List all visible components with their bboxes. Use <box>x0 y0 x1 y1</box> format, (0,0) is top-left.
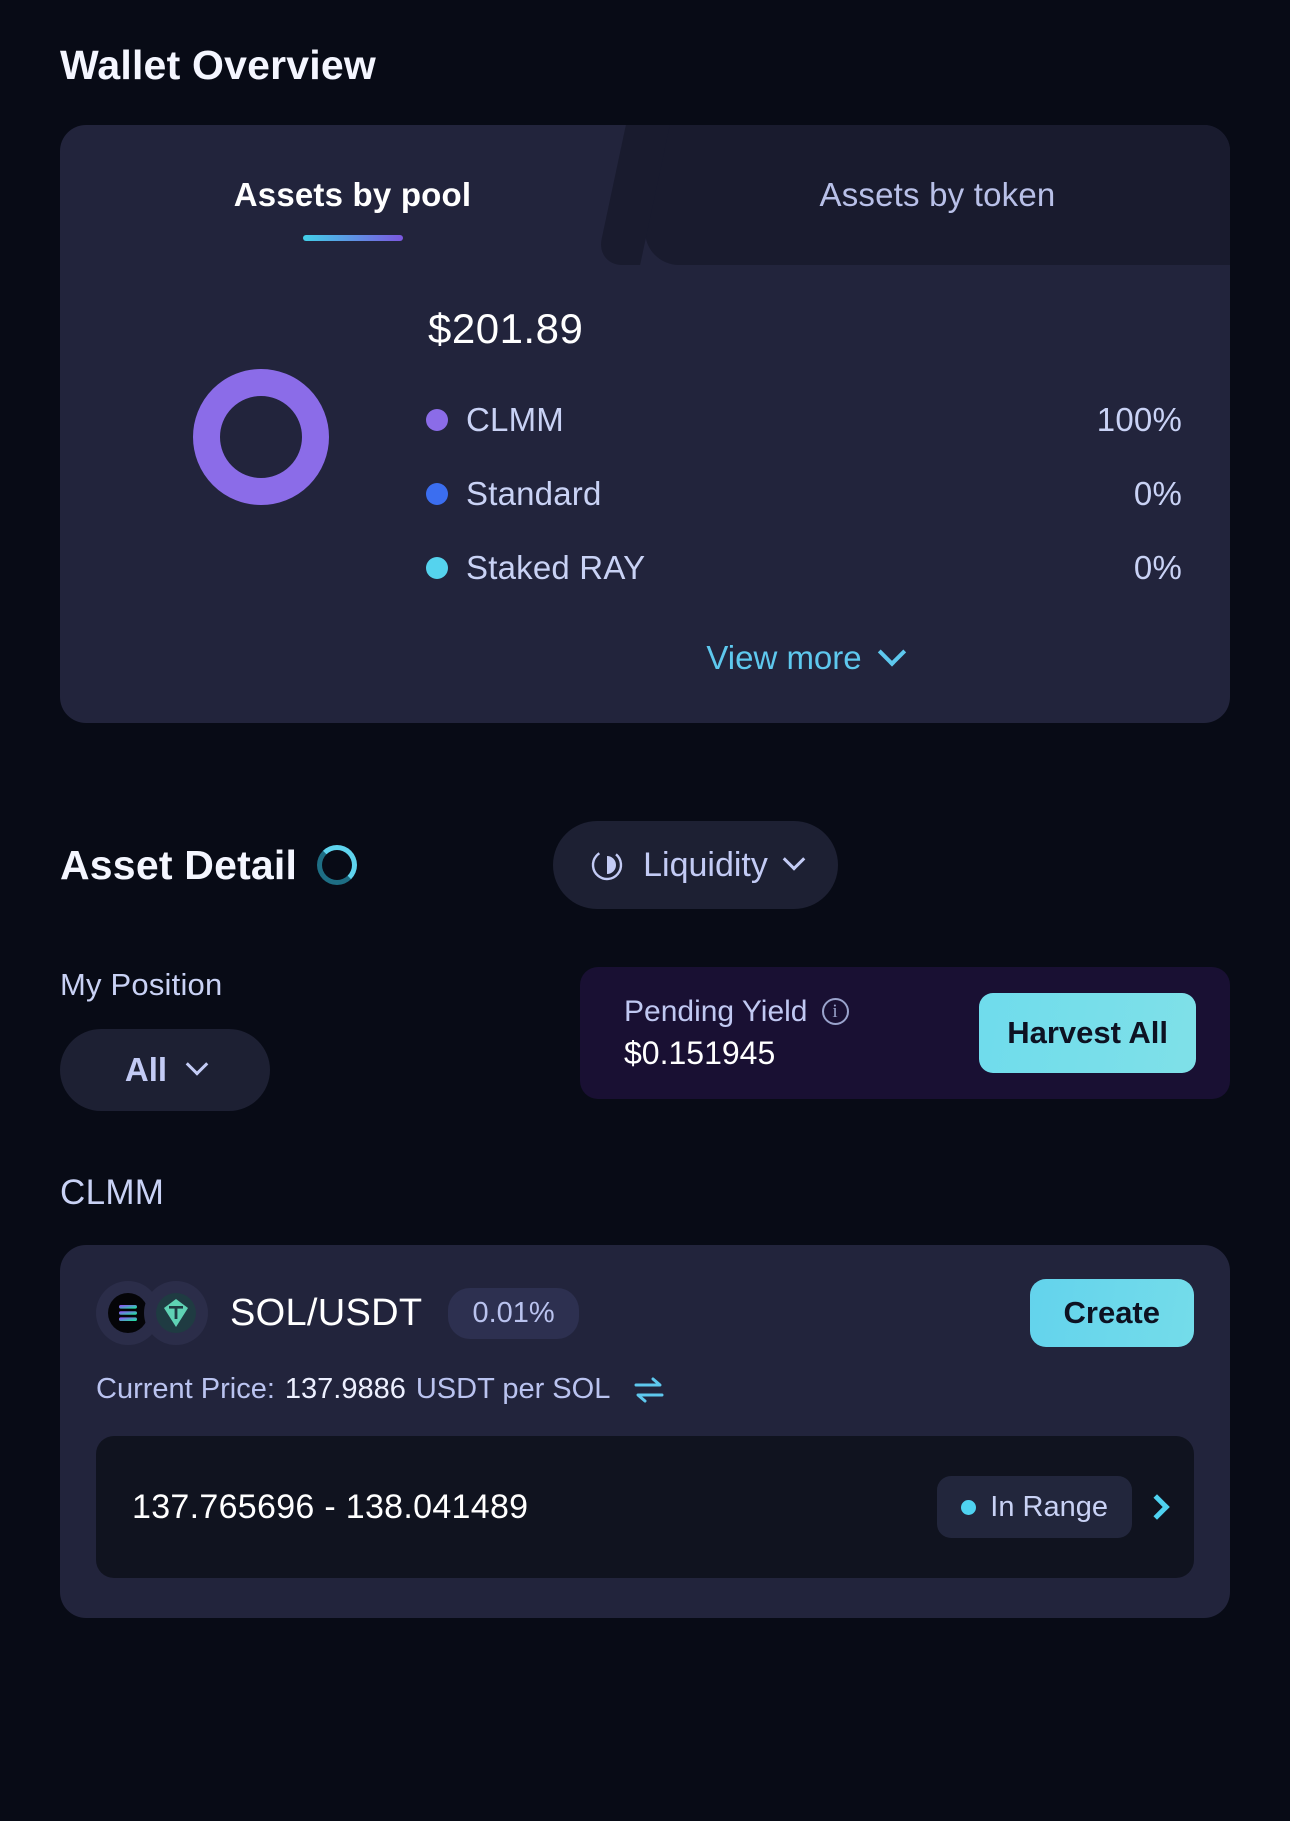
current-price-suffix: USDT per SOL <box>415 1373 611 1405</box>
status-dot-icon <box>961 1499 977 1515</box>
create-position-button[interactable]: Create <box>1029 1279 1194 1347</box>
view-more-button[interactable]: View more <box>426 638 1182 677</box>
tab-assets-by-pool-label: Assets by pool <box>233 176 472 213</box>
chevron-right-icon[interactable] <box>1144 1494 1170 1520</box>
tab-assets-by-token-label: Assets by token <box>819 176 1056 213</box>
chevron-down-icon <box>782 848 806 871</box>
asset-detail-header: Asset Detail Liquidity <box>60 821 1230 909</box>
legend-row-clmm: CLMM 100% <box>426 383 1182 457</box>
legend-label-staked-ray: Staked RAY <box>466 549 646 586</box>
usdt-token-icon <box>144 1281 208 1345</box>
chevron-down-icon <box>185 1053 209 1076</box>
pending-yield-label-row: Pending Yield i <box>624 995 979 1029</box>
total-value: $201.89 <box>428 305 584 352</box>
section-label-clmm: CLMM <box>60 1173 165 1212</box>
liquidity-filter-dropdown[interactable]: Liquidity <box>553 821 838 909</box>
asset-detail-title: Asset Detail <box>60 841 298 888</box>
status-badge-label: In Range <box>990 1490 1108 1523</box>
donut-chart <box>96 305 426 505</box>
chevron-down-icon <box>877 638 906 667</box>
overview-stats: $201.89 CLMM 100% Standard 0% Staked RAY… <box>426 305 1194 677</box>
pending-yield-value: $0.151945 <box>624 1034 776 1071</box>
current-price-prefix: Current Price: <box>96 1373 275 1405</box>
overview-tabs: Assets by pool Assets by token <box>60 125 1230 265</box>
position-range-text: 137.765696 - 138.041489 <box>132 1487 529 1526</box>
pending-yield-label: Pending Yield <box>624 994 808 1028</box>
liquidity-filter-label: Liquidity <box>643 845 768 884</box>
harvest-all-button[interactable]: Harvest All <box>979 993 1196 1073</box>
loading-spinner-icon <box>317 845 358 885</box>
legend-label-standard: Standard <box>466 475 602 512</box>
legend-dot-staked-ray <box>426 557 448 579</box>
position-row: My Position All Pending Yield i $0.15194… <box>60 967 1230 1111</box>
pool-fee-badge: 0.01% <box>448 1287 579 1339</box>
liquidity-icon <box>591 849 623 881</box>
position-range-row[interactable]: 137.765696 - 138.041489 In Range <box>96 1436 1194 1578</box>
tab-active-underline <box>302 235 403 241</box>
position-filter-group: My Position All <box>60 967 580 1111</box>
pool-card: SOL/USDT 0.01% Create Current Price: 137… <box>60 1245 1230 1618</box>
status-badge: In Range <box>937 1476 1132 1538</box>
pool-header: SOL/USDT 0.01% Create <box>96 1279 1194 1347</box>
legend-label-clmm: CLMM <box>466 401 564 438</box>
current-price-row: Current Price: 137.9886 USDT per SOL <box>96 1373 1194 1406</box>
position-filter-dropdown[interactable]: All <box>60 1029 270 1111</box>
info-icon[interactable]: i <box>821 998 849 1025</box>
pool-name: SOL/USDT <box>230 1291 423 1334</box>
legend-pct-staked-ray: 0% <box>1133 549 1182 586</box>
swap-direction-icon[interactable] <box>632 1375 666 1405</box>
current-price-value: 137.9886 <box>284 1373 406 1405</box>
pending-yield-texts: Pending Yield i $0.151945 <box>624 995 979 1072</box>
donut-ring-clmm <box>193 369 329 505</box>
legend-dot-standard <box>426 483 448 505</box>
overview-card: Assets by pool Assets by token $201.89 C… <box>60 125 1230 723</box>
tab-assets-by-token[interactable]: Assets by token <box>645 125 1230 265</box>
my-position-label: My Position <box>60 967 223 1002</box>
view-more-label: View more <box>706 639 862 676</box>
legend-pct-clmm: 100% <box>1096 401 1182 438</box>
token-icon-pair <box>96 1281 208 1345</box>
overview-body: $201.89 CLMM 100% Standard 0% Staked RAY… <box>60 265 1230 723</box>
tab-assets-by-pool[interactable]: Assets by pool <box>60 125 645 265</box>
legend-pct-standard: 0% <box>1133 475 1182 512</box>
page-title: Wallet Overview <box>60 42 376 88</box>
position-filter-label: All <box>124 1051 168 1088</box>
pending-yield-card: Pending Yield i $0.151945 Harvest All <box>580 967 1230 1099</box>
legend-row-staked-ray: Staked RAY 0% <box>426 531 1182 605</box>
legend-row-standard: Standard 0% <box>426 457 1182 531</box>
legend-dot-clmm <box>426 409 448 431</box>
